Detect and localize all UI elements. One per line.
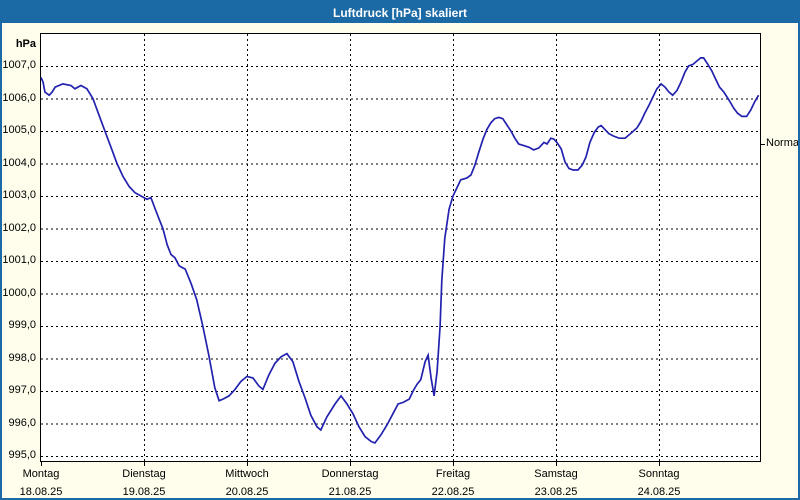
y-tick-label: 999,0 xyxy=(8,319,36,331)
x-day-label: Samstag xyxy=(534,468,578,480)
chart-plot-area xyxy=(40,33,765,466)
y-tick-label: 998,0 xyxy=(8,351,36,364)
x-date-label: 19.08.25 xyxy=(122,486,166,498)
window-title: Luftdruck [hPa] skaliert xyxy=(332,5,468,20)
y-tick-label: 997,0 xyxy=(8,384,36,396)
y-axis-unit-label: hPa xyxy=(15,38,36,50)
pressure-line xyxy=(40,57,760,445)
x-date-label: 18.08.25 xyxy=(19,486,63,498)
x-date-label: 23.08.25 xyxy=(534,486,578,498)
y-tick-label: 1005,0 xyxy=(2,124,36,136)
chart-canvas xyxy=(40,34,765,466)
x-day-label: Donnerstag xyxy=(321,468,379,480)
y-tick-label: 995,0 xyxy=(8,449,36,461)
y-tick-label: 1000,0 xyxy=(2,286,36,299)
x-day-label: Sonntag xyxy=(638,468,680,480)
y-tick-label: 1003,0 xyxy=(2,189,36,201)
y-tick-label: 1002,0 xyxy=(2,221,36,234)
x-date-label: 21.08.25 xyxy=(328,486,372,498)
x-day-label: Mittwoch xyxy=(225,468,269,480)
y-tick-label: 1006,0 xyxy=(2,91,36,104)
title-bar: Luftdruck [hPa] skaliert xyxy=(2,2,798,23)
x-day-label: Montag xyxy=(22,468,60,480)
x-date-label: 20.08.25 xyxy=(225,486,269,498)
y-tick-label: 1001,0 xyxy=(2,254,36,266)
x-date-label: 24.08.25 xyxy=(637,486,681,498)
y-tick-label: 1004,0 xyxy=(2,156,36,169)
x-day-label: Dienstag xyxy=(122,468,166,480)
normal-marker-label: Normal xyxy=(766,137,800,149)
x-date-label: 22.08.25 xyxy=(431,486,475,498)
y-tick-label: 1007,0 xyxy=(2,59,36,71)
y-tick-label: 996,0 xyxy=(8,416,36,429)
x-day-label: Freitag xyxy=(435,468,471,480)
